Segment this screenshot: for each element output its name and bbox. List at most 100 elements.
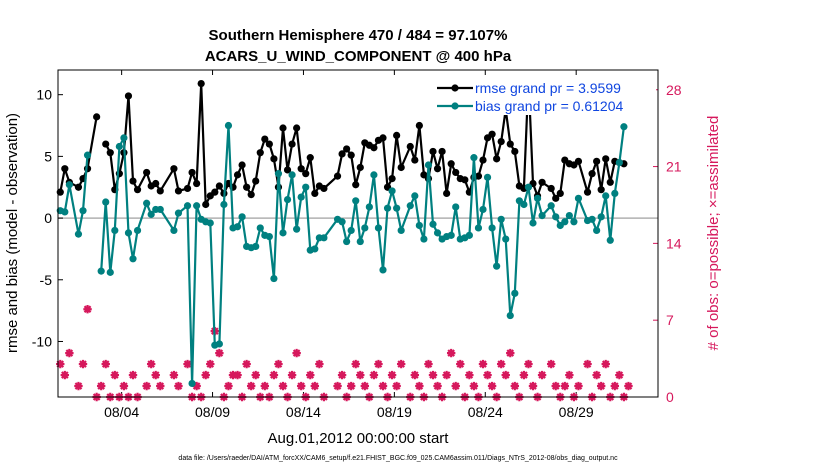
obs-count-marker [610,381,620,391]
rmse-point [474,172,483,180]
obs-count-marker [83,305,92,314]
obs-count-marker [451,381,460,391]
obs-count-marker [310,381,320,391]
plot-area: 08/04 08/09 08/14 08/19 08/24 08/29 -10 -5 0 5 10 0… [32,70,682,420]
obs-count-marker [583,359,592,369]
obs-count-marker [478,359,488,369]
bias-point [74,230,83,238]
rmse-point [124,92,133,100]
bias-point [61,208,69,216]
bias-point [574,194,583,202]
bias-point [170,226,178,235]
obs-count-marker [183,359,192,369]
rmse-point [415,121,423,130]
rmse-point [247,191,255,199]
bias-point [265,232,273,241]
obs-count-marker [469,381,479,391]
obs-count-marker [369,370,379,380]
obs-count-marker [378,381,388,391]
obs-count-marker [233,370,242,380]
bias-point [270,274,278,283]
obs-count-marker [396,359,406,369]
bias-point [220,200,228,209]
obs-count-marker [142,381,151,391]
bias-point [529,219,537,227]
obs-count-marker [574,381,583,391]
bias-point [393,204,401,212]
rmse-point [188,168,196,177]
bias-point [420,235,428,243]
rmse-point [265,140,273,148]
bias-point [379,266,387,274]
obs-count-marker [337,370,347,380]
rmse-point [606,178,614,186]
bias-point [102,198,110,206]
obs-count-marker [242,359,251,369]
y-axis-label-right: # of obs: o=possible; ×=assimilated [705,116,722,351]
rmse-point [243,183,251,191]
rmse-point [211,188,219,196]
bias-point [606,236,614,244]
bias-point [252,242,260,251]
x-tick-label: 08/29 [559,404,594,420]
obs-count-marker [624,381,633,391]
obs-count-marker [333,381,342,391]
rmse-point [133,186,142,194]
obs-count-marker [169,370,179,380]
bias-point [538,212,546,220]
obs-count-marker [428,370,438,380]
rmse-point [102,140,110,148]
bias-point [343,237,351,246]
bias-point [352,197,360,205]
rmse-point [352,181,360,189]
rmse-point [270,155,278,163]
bias-point [602,192,610,200]
rmse-point [279,124,287,132]
bias-point [302,183,310,191]
obs-count-marker [551,381,560,391]
rmse-point [438,147,446,156]
rmse-point [593,157,601,165]
obs-count-marker [74,381,83,391]
legend-box [434,75,656,115]
bias-point [479,205,487,214]
bias-point [183,202,192,210]
obs-count-marker [96,381,106,391]
rmse-point [393,131,401,139]
bias-point [465,231,473,239]
rmse-point [379,134,387,142]
bias-point [106,268,114,276]
rmse-point [479,156,487,164]
rmse-point [602,155,610,163]
bias-point [361,224,369,232]
y-axis-label-left: rmse and bias (model - observation) [4,113,21,353]
obs-count-marker [65,348,74,358]
obs-count-marker [501,370,510,380]
obs-count-marker [119,381,129,391]
bias-point [224,121,233,130]
obs-count-marker [596,381,606,391]
bias-point [406,202,414,210]
rmse-point [552,194,560,202]
rmse-point [61,165,69,173]
obs-count-marker [424,359,433,369]
y-tick-label-right: 0 [666,389,674,405]
obs-count-marker [456,359,465,369]
y-tick-label-left: -5 [40,272,53,288]
bias-point [561,218,569,226]
bias-point [256,224,264,232]
rmse-point [406,142,414,151]
x-tick-label: 08/24 [468,404,503,420]
rmse-point [129,177,137,185]
bias-point [429,220,437,228]
obs-count-marker [560,381,570,391]
obs-count-marker [442,370,451,380]
rmse-point [411,156,419,164]
legend-bias-marker [451,102,459,110]
obs-count-marker [433,381,442,391]
legend-rmse-label: rmse grand pr = 3.9599 [475,80,621,96]
rmse-point [488,130,496,138]
bias-point [297,193,305,201]
bias-point [383,204,392,212]
rmse-point [170,165,178,173]
